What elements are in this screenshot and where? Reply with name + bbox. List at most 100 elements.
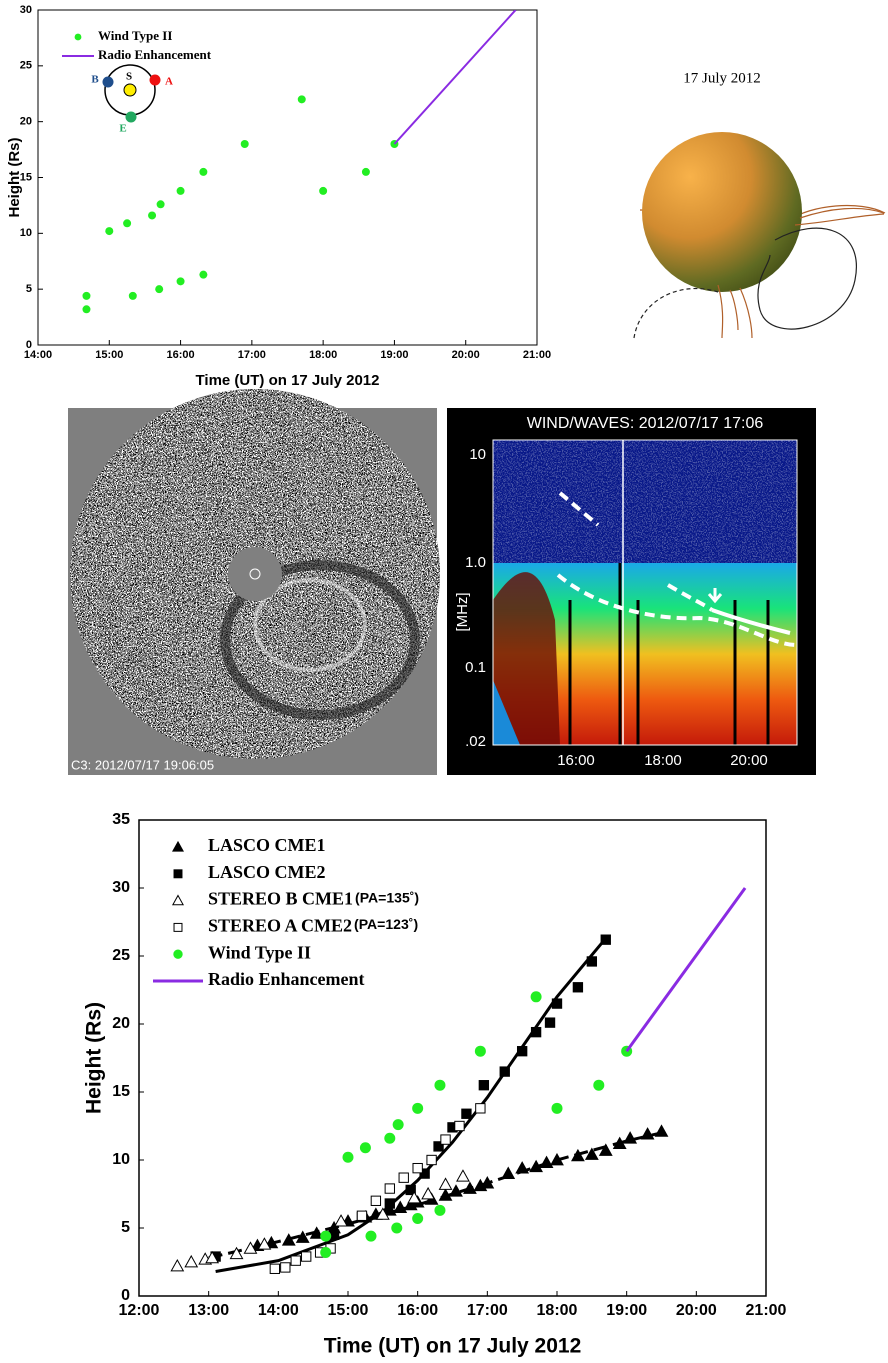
point — [501, 1166, 516, 1179]
point — [156, 200, 165, 209]
point — [572, 982, 584, 993]
point — [384, 1183, 395, 1194]
y-tick-label: 20 — [112, 1015, 130, 1032]
x-tick-label: 18:00 — [644, 752, 682, 769]
point — [240, 140, 249, 148]
point — [105, 227, 114, 236]
chart: 12:00 13:00 14:00 15:00 16:00 17:00 18:00 19:00… — [83, 811, 787, 1357]
point — [128, 291, 137, 300]
point — [365, 1230, 377, 1242]
point — [598, 1143, 613, 1156]
field-line — [717, 284, 753, 339]
point — [584, 1147, 599, 1160]
point — [419, 1168, 430, 1179]
point — [640, 1127, 655, 1140]
legend-label: Wind Type II — [208, 942, 311, 962]
point — [440, 1134, 451, 1145]
y-tick-label: 0 — [121, 1287, 130, 1304]
x-tick-label: 14:00 — [258, 1302, 299, 1319]
point — [421, 1186, 436, 1200]
point — [257, 1237, 272, 1250]
point — [550, 1152, 564, 1166]
stereo-a — [149, 74, 161, 86]
point — [515, 1161, 530, 1174]
y-axis-title: [MHz] — [454, 592, 471, 631]
point — [199, 270, 208, 279]
y-tick-label: 25 — [20, 60, 32, 72]
enhancement-track — [711, 608, 791, 635]
point — [438, 1177, 453, 1190]
point — [478, 1080, 490, 1091]
point — [405, 1184, 416, 1196]
y-tick-label: 0 — [26, 339, 32, 351]
legend-pa: (PA=135˚) — [355, 889, 419, 905]
series-line — [625, 887, 747, 1053]
point — [449, 1184, 463, 1197]
x-tick-label: 14:00 — [24, 349, 52, 361]
point — [623, 1131, 638, 1144]
field-line — [757, 227, 857, 330]
legend-label: LASCO CME1 — [208, 835, 326, 855]
point — [516, 1046, 528, 1057]
point — [320, 1246, 332, 1258]
point — [384, 1132, 396, 1144]
plot-frame — [138, 819, 767, 1297]
point — [480, 1176, 495, 1189]
point — [412, 1102, 424, 1114]
field-line — [794, 207, 885, 226]
point — [356, 1210, 368, 1221]
x-tick-label: 12:00 — [119, 1302, 160, 1319]
earth — [125, 111, 137, 123]
x-tick-label: 19:00 — [606, 1302, 647, 1319]
point — [544, 1017, 556, 1028]
x-axis-title: Time (UT) on 17 July 2012 — [196, 372, 380, 389]
plot-area — [82, 10, 517, 314]
point — [412, 1212, 424, 1224]
legend-label: STEREO B CME1 — [208, 889, 353, 909]
point — [361, 167, 370, 176]
legend-label: LASCO CME2 — [208, 862, 326, 882]
point — [184, 1254, 199, 1268]
data-gaps — [568, 563, 770, 745]
point — [170, 1259, 185, 1272]
y-tick-label: 15 — [112, 1083, 130, 1100]
point — [382, 1203, 397, 1216]
point — [612, 1136, 627, 1150]
spectrogram-title: WIND/WAVES: 2012/07/17 17:06 — [527, 415, 764, 432]
point — [551, 998, 563, 1009]
point — [654, 1124, 669, 1137]
point — [529, 1159, 543, 1173]
chart: 14:00 15:00 16:00 17:00 18:00 19:00 20:00 21:00… — [6, 4, 551, 389]
field-line — [633, 288, 719, 339]
inset-label: E — [119, 123, 126, 135]
spectrum-burst — [493, 572, 560, 745]
point — [297, 95, 306, 104]
plot-area — [170, 887, 747, 1274]
y-axis-title: Height (Rs) — [83, 1002, 106, 1114]
x-tick-label: 17:00 — [238, 349, 266, 361]
point — [123, 219, 132, 228]
y-tick-label: 10 — [20, 227, 32, 239]
point — [412, 1162, 423, 1174]
dashed-track — [558, 491, 600, 527]
stereo-b — [102, 76, 114, 88]
sun-panel: 17 July 2012 — [633, 70, 886, 339]
point — [172, 840, 184, 852]
series-line — [393, 10, 517, 145]
point — [370, 1195, 382, 1206]
x-tick-label: 16:00 — [167, 349, 195, 361]
y-tick-label: 30 — [112, 879, 130, 896]
y-tick-label: 20 — [20, 116, 32, 128]
point — [173, 922, 183, 932]
x-tick-label: 15:00 — [328, 1302, 369, 1319]
legend-label: Radio Enhancement — [98, 47, 212, 62]
point — [499, 1066, 510, 1077]
x-tick-label: 16:00 — [557, 752, 595, 769]
x-tick-label: 19:00 — [380, 349, 408, 361]
point — [433, 1141, 444, 1152]
point — [593, 1079, 605, 1091]
point — [551, 1102, 563, 1114]
point — [434, 1204, 446, 1216]
point — [155, 285, 164, 294]
x-tick-label: 20:00 — [452, 349, 480, 361]
